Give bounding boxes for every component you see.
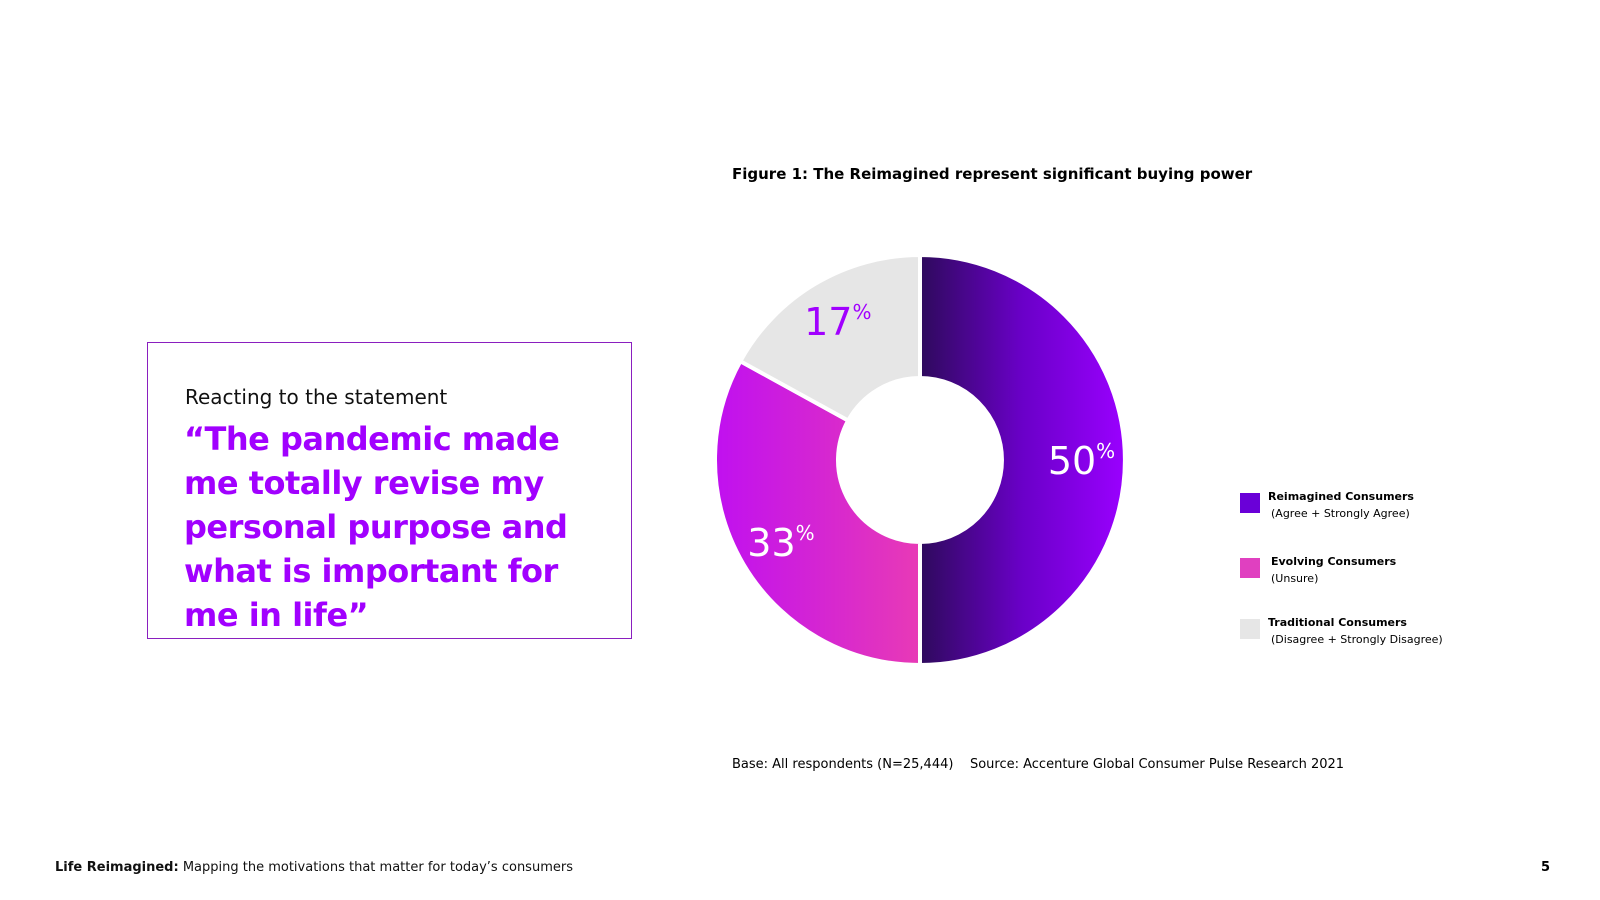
quote-intro: Reacting to the statement	[185, 385, 448, 409]
footer-title: Life Reimagined:	[55, 860, 179, 875]
legend-name-traditional: Traditional Consumers	[1268, 616, 1407, 629]
footer: Life Reimagined: Mapping the motivations…	[55, 860, 573, 875]
quote-text: “The pandemic made me totally revise my …	[184, 420, 568, 634]
legend-note-traditional: (Disagree + Strongly Disagree)	[1271, 633, 1443, 646]
page-number: 5	[1540, 860, 1550, 875]
legend-note-evolving: (Unsure)	[1271, 572, 1319, 585]
legend-name-evolving: Evolving Consumers	[1271, 555, 1397, 568]
donut-slice-reimagined	[918, 252, 1127, 668]
legend-swatch-reimagined	[1240, 493, 1260, 513]
legend-name-reimagined: Reimagined Consumers	[1268, 490, 1414, 503]
footer-subtitle: Mapping the motivations that matter for …	[178, 860, 573, 875]
donut-slice-evolving	[713, 358, 922, 668]
donut-label-traditional: 17%	[804, 300, 871, 344]
quote-box: Reacting to the statement “The pandemic …	[147, 342, 632, 639]
source-note: Base: All respondents (N=25,444) Source:…	[732, 757, 1345, 772]
legend-note-reimagined: (Agree + Strongly Agree)	[1271, 507, 1410, 520]
donut-chart: 50%33%17%	[713, 252, 1127, 668]
legend-swatch-traditional	[1240, 619, 1260, 639]
donut-slice-traditional	[737, 252, 922, 424]
figure-title: Figure 1: The Reimagined represent signi…	[732, 165, 1253, 183]
legend-swatch-evolving	[1240, 558, 1260, 578]
